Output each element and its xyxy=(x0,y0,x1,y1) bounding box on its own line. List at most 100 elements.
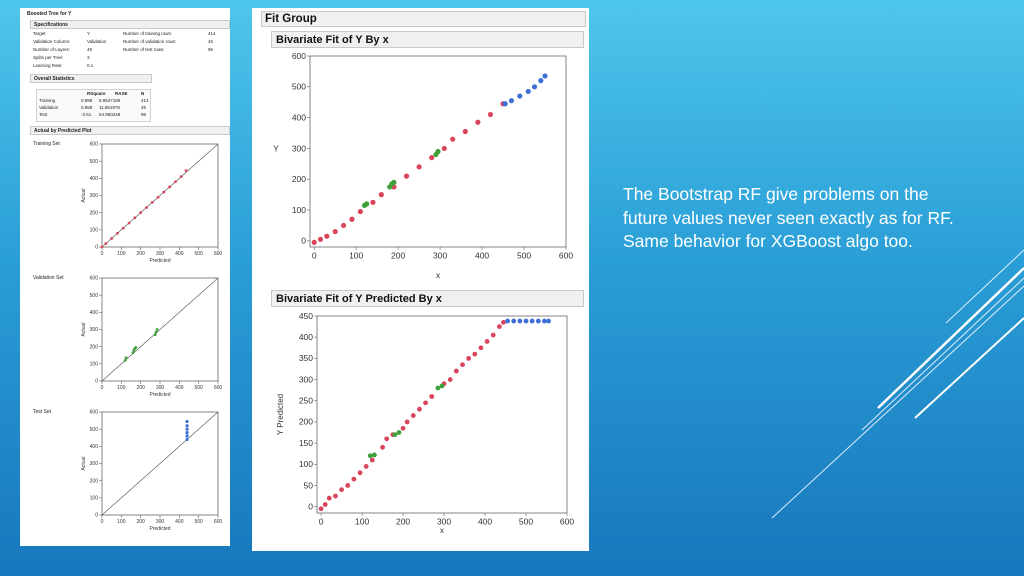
data-point-training xyxy=(403,173,410,179)
data-point-validation xyxy=(371,452,377,458)
data-point-training xyxy=(133,216,137,220)
data-point-training xyxy=(121,226,125,230)
x-tick-label: 200 xyxy=(136,385,145,391)
data-point-training xyxy=(351,476,357,482)
x-tick-label: 400 xyxy=(175,519,184,525)
data-point-training xyxy=(416,164,422,170)
x-axis-label: Predicted xyxy=(149,258,170,264)
data-point-training xyxy=(174,180,177,184)
data-point-test xyxy=(185,424,189,428)
x-tick-label: 300 xyxy=(437,517,451,527)
actual-by-predicted-header[interactable]: Actual by Predicted Plot xyxy=(30,126,230,135)
stat-rase: 11.861978 xyxy=(99,105,120,110)
data-point-test xyxy=(542,73,548,79)
data-point-training xyxy=(363,463,369,469)
data-point-test xyxy=(529,318,535,324)
plot-set-label: Training Set xyxy=(33,141,60,147)
data-point-training xyxy=(475,119,481,125)
y-tick-label: 300 xyxy=(292,143,306,153)
data-point-training xyxy=(453,368,459,374)
stat-rsquare: -3.61 xyxy=(81,112,92,117)
fit-group-header[interactable]: Fit Group xyxy=(261,11,586,27)
spec-label: Number of Layers: xyxy=(33,47,71,52)
spec-value: 49 xyxy=(87,47,93,52)
y-tick-label: 0 xyxy=(308,501,313,511)
y-tick-label: 100 xyxy=(299,459,313,469)
y-tick-label: 100 xyxy=(90,362,99,368)
data-point-training xyxy=(357,470,363,476)
data-point-training xyxy=(478,345,484,351)
x-axis-label: x xyxy=(440,526,444,535)
data-point-training xyxy=(410,413,416,418)
data-point-training xyxy=(423,400,429,406)
y-tick-label: 200 xyxy=(292,174,306,184)
data-point-training xyxy=(429,394,435,399)
y-tick-label: 600 xyxy=(292,51,306,61)
data-point-training xyxy=(104,242,108,245)
x-tick-label: 600 xyxy=(214,385,223,391)
data-point-training xyxy=(324,233,330,239)
data-point-training xyxy=(472,351,478,357)
spec-label: Number of validation rows: xyxy=(123,39,177,44)
x-tick-label: 200 xyxy=(136,519,145,525)
deco-line-3 xyxy=(771,285,1024,519)
data-point-validation xyxy=(392,432,398,438)
specifications-header[interactable]: Specifications xyxy=(30,20,230,29)
data-point-training xyxy=(417,406,422,412)
deco-line-4 xyxy=(945,249,1024,324)
data-point-test xyxy=(511,318,517,324)
data-point-test xyxy=(185,427,189,431)
data-point-validation xyxy=(134,346,138,349)
data-point-validation xyxy=(123,359,127,362)
x-tick-label: 500 xyxy=(194,519,203,525)
data-point-training xyxy=(429,155,435,161)
data-point-training xyxy=(357,208,363,215)
x-tick-label: 300 xyxy=(433,251,447,261)
data-point-test xyxy=(542,318,547,324)
data-point-test xyxy=(525,88,531,95)
stat-rase: 64.960248 xyxy=(99,112,121,117)
plot-set-label: Validation Set xyxy=(33,275,64,281)
x-tick-label: 100 xyxy=(117,251,126,257)
data-point-training xyxy=(311,239,317,245)
data-point-training xyxy=(100,245,104,249)
x-tick-label: 300 xyxy=(156,385,165,391)
data-point-test xyxy=(508,98,515,104)
data-point-validation xyxy=(396,430,402,435)
stat-rsquare: 0.998 xyxy=(81,98,93,103)
x-tick-label: 100 xyxy=(117,519,126,525)
data-point-training xyxy=(139,211,143,215)
data-point-training xyxy=(450,136,456,142)
data-point-test xyxy=(505,318,510,324)
scatter-plot-svg: 0 100 200 300 400 500 600 0 50 100 150 200 250 300 350… xyxy=(276,311,574,535)
data-point-training xyxy=(110,237,114,240)
data-point-training xyxy=(345,483,351,488)
y-tick-label: 250 xyxy=(299,396,313,406)
overall-statistics-header[interactable]: Overall Statistics xyxy=(30,74,152,83)
deco-line-1 xyxy=(877,267,1024,409)
x-tick-label: 500 xyxy=(517,251,531,261)
data-point-validation xyxy=(367,453,373,459)
data-point-training xyxy=(150,200,154,204)
spec-label: Target xyxy=(33,31,46,36)
data-point-training xyxy=(339,487,344,493)
report-title: Boosted Tree for Y xyxy=(27,11,72,17)
deco-line-2 xyxy=(861,277,1024,431)
y-axis-label: Y Predicted xyxy=(276,394,285,435)
data-point-validation xyxy=(131,351,135,355)
data-point-test xyxy=(535,318,541,324)
data-point-training xyxy=(184,169,188,173)
y-tick-label: 500 xyxy=(90,427,99,433)
data-point-validation xyxy=(155,328,159,331)
stat-rsquare: 0.959 xyxy=(81,105,93,110)
y-tick-label: 500 xyxy=(292,82,306,92)
bivariate-fit-y-predicted-header[interactable]: Bivariate Fit of Y Predicted By x xyxy=(271,290,584,307)
spec-value: 96 xyxy=(208,47,214,52)
reference-diagonal xyxy=(101,411,219,516)
slide-body-text: The Bootstrap RF give problems on the fu… xyxy=(623,184,954,251)
bivariate-fit-y-header[interactable]: Bivariate Fit of Y By x xyxy=(271,31,584,48)
data-point-training xyxy=(384,436,390,442)
data-point-test xyxy=(523,318,529,324)
boosted-tree-report: Boosted Tree for Y Specifications Target… xyxy=(20,8,230,546)
y-tick-label: 200 xyxy=(90,344,99,350)
